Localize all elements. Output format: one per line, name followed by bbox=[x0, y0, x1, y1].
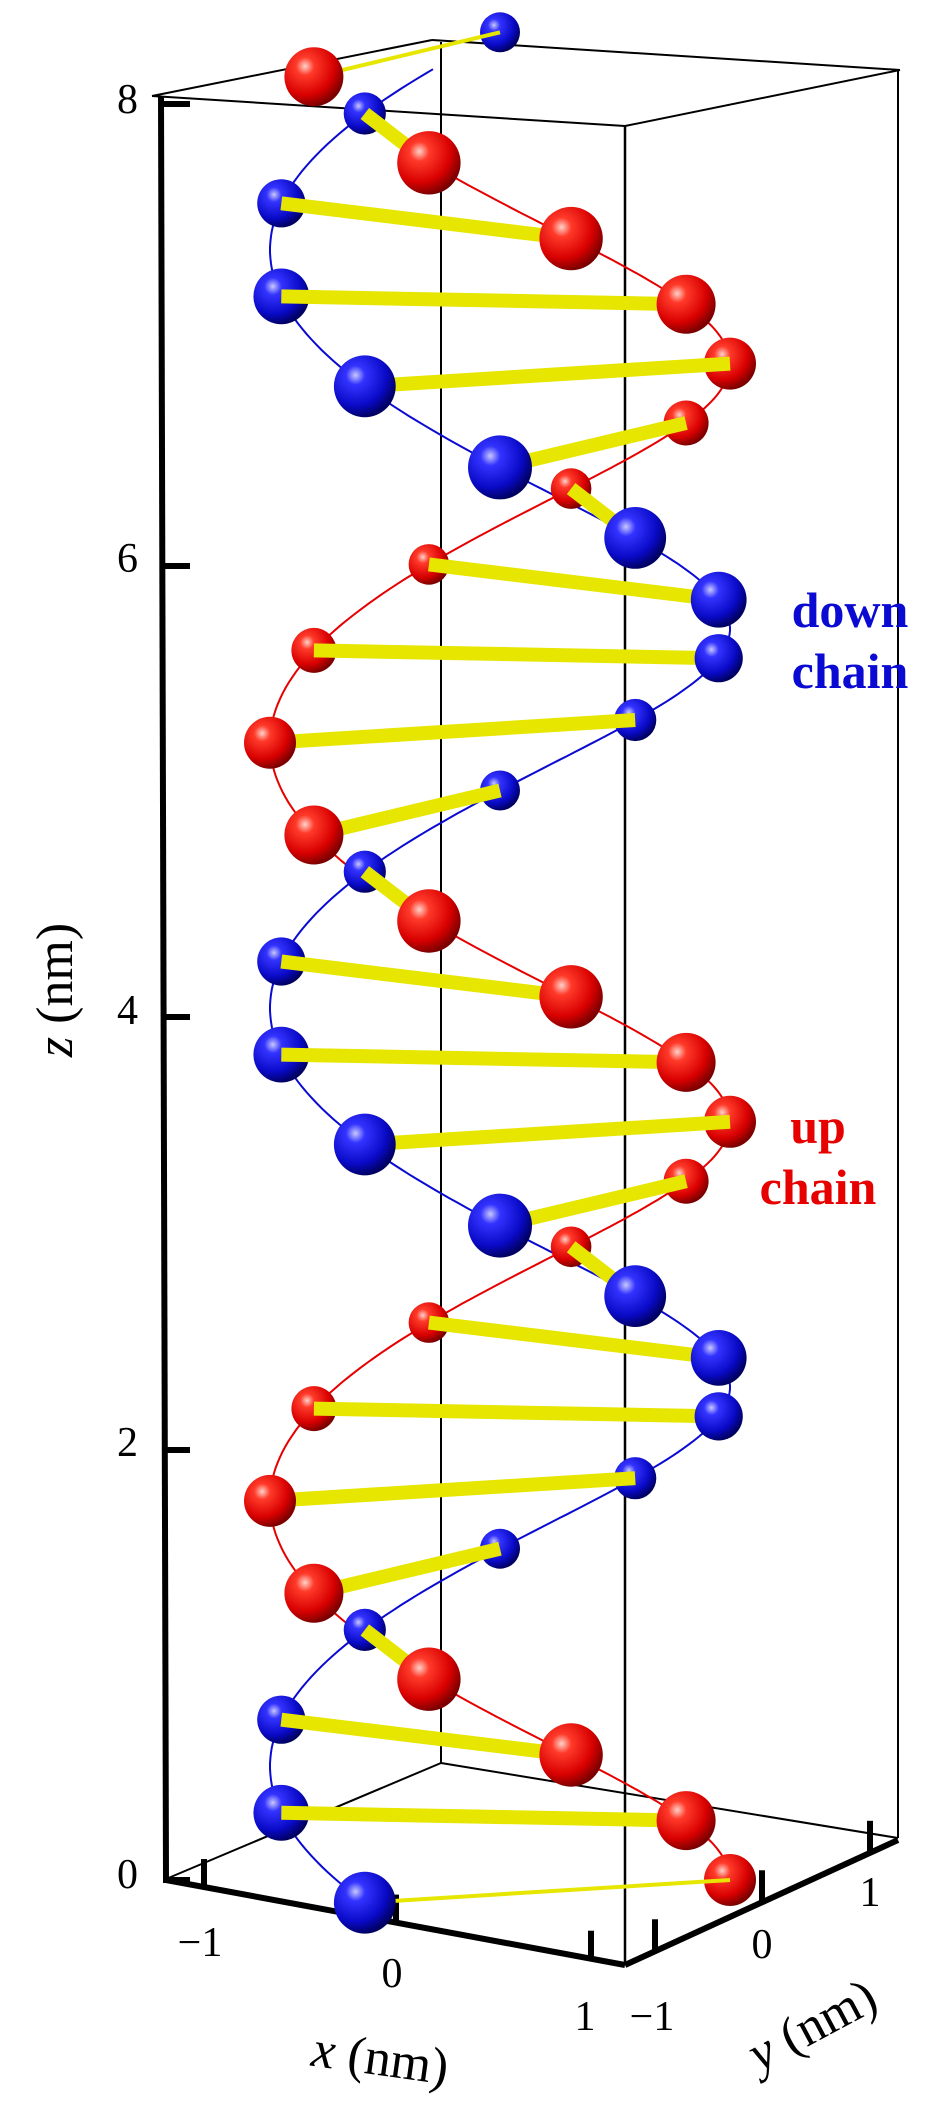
box-edge-top-right bbox=[624, 69, 901, 127]
base-pair-6 bbox=[313, 1401, 719, 1424]
down-chain-sphere-18 bbox=[604, 507, 667, 569]
down-chain-sphere-5 bbox=[614, 1457, 657, 1500]
down-chain-label-line2: chain bbox=[792, 643, 909, 699]
dna-molecule bbox=[244, 12, 756, 1934]
base-pair-21 bbox=[281, 289, 687, 312]
up-chain-sphere-22 bbox=[539, 206, 603, 271]
down-chain-sphere-22 bbox=[257, 179, 306, 228]
y-tick-label-neg1: −1 bbox=[630, 1994, 675, 2040]
up-chain-sphere-3 bbox=[397, 1647, 461, 1711]
y-axis-label: y (nm) bbox=[734, 1968, 886, 2085]
down-chain-sphere-19 bbox=[468, 435, 532, 500]
tick-labels: 0 2 4 6 8 −1 0 1 −1 0 1 bbox=[117, 77, 881, 2040]
down-chain-sphere-16 bbox=[694, 634, 743, 683]
base-pair-22 bbox=[280, 196, 572, 246]
up-chain-sphere-5 bbox=[244, 1474, 296, 1527]
up-chain-sphere-12 bbox=[539, 965, 603, 1029]
base-pair-2 bbox=[280, 1712, 572, 1762]
base-pair-0 bbox=[364, 1878, 731, 1905]
up-chain-sphere-2 bbox=[539, 1723, 603, 1787]
z-tick-label-2: 2 bbox=[117, 1420, 138, 1466]
up-chain-sphere-15 bbox=[244, 716, 296, 769]
base-pair-7 bbox=[428, 1315, 720, 1365]
down-chain-label: down chain bbox=[792, 582, 909, 699]
base-pair-10 bbox=[364, 1114, 731, 1152]
z-axis-label-unit: (nm) bbox=[27, 923, 84, 1037]
tick-marks bbox=[163, 101, 873, 1959]
down-chain-sphere-9 bbox=[468, 1193, 532, 1258]
up-chain-sphere-24 bbox=[284, 47, 344, 107]
down-chain-sphere-6 bbox=[694, 1392, 743, 1441]
base-pair-17 bbox=[428, 557, 720, 607]
x-axis-label: x (nm) bbox=[307, 2021, 452, 2097]
x-axis-label-unit: (nm) bbox=[331, 2024, 452, 2096]
z-tick-label-8: 8 bbox=[117, 77, 138, 123]
down-chain-sphere-15 bbox=[614, 698, 657, 742]
z-tick-label-6: 6 bbox=[117, 536, 138, 582]
base-pair-1 bbox=[281, 1805, 687, 1828]
base-pair-12 bbox=[280, 954, 572, 1004]
y-tick-label-0: 0 bbox=[752, 1922, 773, 1968]
down-chain-sphere-20 bbox=[333, 355, 396, 418]
base-pair-15 bbox=[269, 713, 636, 750]
up-chain-sphere-11 bbox=[656, 1032, 716, 1092]
up-chain-sphere-23 bbox=[397, 131, 461, 195]
box-edge-top-front bbox=[151, 95, 626, 127]
up-chain-sphere-4 bbox=[284, 1563, 344, 1623]
up-chain-label: up chain bbox=[760, 1098, 877, 1215]
up-chain-sphere-1 bbox=[656, 1791, 716, 1851]
y-axis-line bbox=[623, 1837, 900, 1968]
down-chain-sphere-8 bbox=[604, 1265, 667, 1327]
down-chain-sphere-0 bbox=[333, 1871, 396, 1934]
base-pair-24 bbox=[313, 30, 501, 79]
z-axis-label-var: z bbox=[27, 1037, 84, 1058]
bounding-box bbox=[151, 39, 901, 1968]
down-chain-sphere-17 bbox=[690, 571, 747, 628]
up-chain-label-line1: up bbox=[790, 1098, 846, 1154]
up-chain-label-line2: chain bbox=[760, 1159, 877, 1215]
base-pair-14 bbox=[312, 783, 502, 842]
z-tick-label-0: 0 bbox=[117, 1852, 138, 1898]
base-pair-4 bbox=[312, 1541, 502, 1601]
down-chain-sphere-7 bbox=[690, 1330, 747, 1386]
z-axis-label: z (nm) bbox=[27, 923, 84, 1058]
base-pair-11 bbox=[281, 1047, 687, 1070]
up-chain-sphere-21 bbox=[656, 274, 716, 334]
up-chain-sphere-13 bbox=[397, 889, 461, 953]
x-tick-label-0: 0 bbox=[382, 1951, 403, 1997]
x-tick-label-neg1: −1 bbox=[178, 1920, 223, 1966]
z-axis-line bbox=[158, 95, 169, 1881]
up-chain-sphere-14 bbox=[284, 805, 344, 865]
x-tick-label-1: 1 bbox=[575, 1994, 596, 2040]
base-pair-16 bbox=[313, 643, 719, 666]
y-tick-label-1: 1 bbox=[860, 1870, 881, 1916]
y-axis-label-unit: (nm) bbox=[759, 1968, 886, 2072]
base-pair-20 bbox=[364, 356, 731, 394]
base-pair-5 bbox=[269, 1471, 636, 1508]
z-tick-label-4: 4 bbox=[117, 988, 138, 1034]
down-chain-label-line1: down bbox=[792, 582, 909, 638]
down-chain-sphere-10 bbox=[333, 1113, 396, 1176]
